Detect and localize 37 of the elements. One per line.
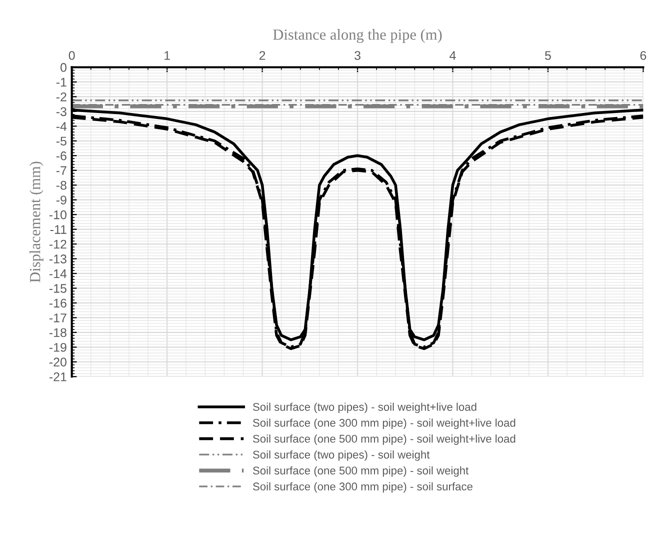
x-tick-label: 4 xyxy=(450,51,456,60)
y-tick-label: -18 xyxy=(49,328,66,338)
y-tick-label: -5 xyxy=(56,136,66,146)
y-tick-label: -13 xyxy=(49,254,66,264)
legend-label: Soil surface (two pipes) - soil weight+live load xyxy=(252,402,476,414)
y-tick-label: -20 xyxy=(49,358,66,367)
y-tick-label: -14 xyxy=(49,269,67,278)
x-tick-label: 1 xyxy=(164,51,170,60)
y-tick-label: -3 xyxy=(56,107,66,116)
x-tick-label: 3 xyxy=(354,51,360,60)
y-tick-label: -1 xyxy=(56,78,66,87)
legend-label: Soil surface (one 500 mm pipe) - soil weight+live load xyxy=(252,434,516,445)
y-tick-label: 0 xyxy=(60,63,66,72)
x-tick-label: 2 xyxy=(259,51,266,60)
legend-label: Soil surface (one 300 mm pipe) - soil surface xyxy=(252,482,472,493)
y-tick-label: -9 xyxy=(56,196,66,204)
legend-label: Soil surface (one 500 mm pipe) - soil weight xyxy=(252,466,469,477)
y-tick-label: -15 xyxy=(49,284,66,293)
y-axis-title: Displacement (mm) xyxy=(29,162,44,282)
y-tick-label: -16 xyxy=(49,298,66,308)
y-tick-label: -10 xyxy=(49,210,66,220)
y-tick-label: -7 xyxy=(56,166,66,175)
y-tick-label: -12 xyxy=(49,240,66,249)
y-tick-label: -4 xyxy=(56,122,67,131)
x-tick-label: 6 xyxy=(640,51,646,60)
y-tick-label: -8 xyxy=(56,180,66,190)
y-tick-label: -19 xyxy=(49,342,66,352)
y-tick-label: -2 xyxy=(56,92,66,102)
legend-label: Soil surface (one 300 mm pipe) - soil weight+live load xyxy=(252,418,516,429)
y-tick-label: -17 xyxy=(49,314,66,322)
x-tick-label: 5 xyxy=(545,51,551,60)
x-tick-label: 0 xyxy=(68,51,75,60)
y-tick-label: -6 xyxy=(56,151,66,160)
y-tick-label: -21 xyxy=(49,372,66,382)
y-tick-label: -11 xyxy=(50,225,66,234)
legend-label: Soil surface (two pipes) - soil weight xyxy=(252,450,430,461)
x-axis-title: Distance along the pipe (m) xyxy=(273,29,442,43)
